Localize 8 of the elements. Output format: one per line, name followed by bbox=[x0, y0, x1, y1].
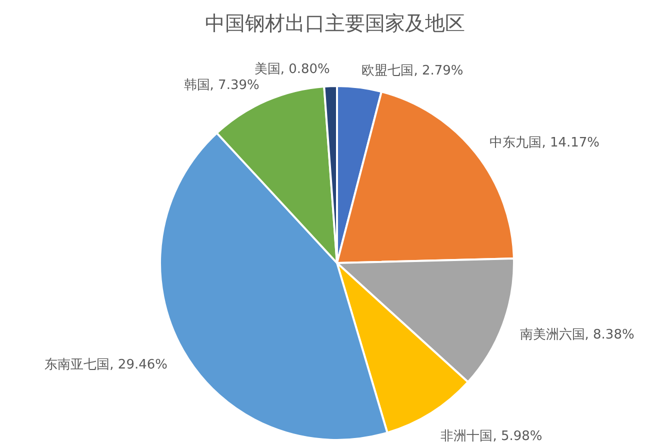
slice-label: 欧盟七国, 2.79% bbox=[362, 64, 464, 79]
slice-label: 非洲十国, 5.98% bbox=[440, 428, 542, 444]
slice-label: 美国, 0.80% bbox=[254, 61, 330, 78]
slice-label: 中东九国, 14.17% bbox=[490, 136, 600, 151]
slice-label: 东南亚七国, 29.46% bbox=[44, 357, 168, 372]
slice-label: 南美洲六国, 8.38% bbox=[520, 326, 634, 343]
slice-label: 韩国, 7.39% bbox=[184, 78, 260, 94]
chart-title: 中国钢材出口主要国家及地区 bbox=[205, 11, 465, 35]
